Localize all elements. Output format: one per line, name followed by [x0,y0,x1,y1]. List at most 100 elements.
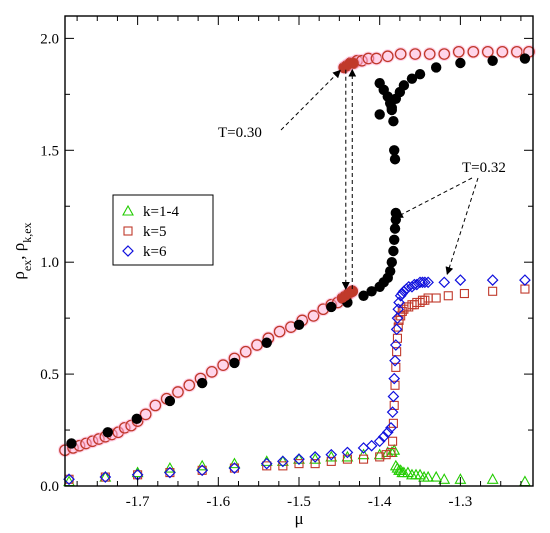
data-point [388,115,399,127]
y-tick-label: 1.0 [40,255,59,271]
data-point [293,319,305,331]
data-point [438,473,451,484]
data-point [390,207,402,219]
data-point [392,347,402,357]
data-point [381,450,391,460]
data-point [381,50,394,63]
data-point [400,283,413,295]
data-point [409,48,422,60]
x-tick-label: -1.6 [206,494,230,510]
data-point [273,325,286,338]
data-point [260,457,273,470]
data-point [375,452,385,462]
series-square [64,284,530,484]
data-point [443,291,453,301]
data-point [391,312,404,324]
data-point [325,448,338,461]
data-point [366,286,377,297]
data-point [394,48,407,60]
data-point [386,406,399,418]
data-point [365,439,378,452]
legend: k=1-4 k=5 k=6 [112,194,214,266]
x-axis: -1.7 -1.6 -1.5 -1.4 -1.3 [76,16,522,510]
data-point [139,408,152,421]
data-point [229,463,239,473]
data-point [228,457,241,469]
data-point [262,461,272,471]
data-point [374,109,385,120]
series-diamond [63,274,531,486]
data-point [406,280,418,293]
data-point [431,293,441,303]
data-point [393,296,405,309]
data-point [387,390,400,403]
data-point [63,473,75,486]
data-point [398,80,410,91]
data-point [341,450,354,462]
data-point [389,145,400,156]
x-tick-label: -1.4 [368,494,392,510]
data-point [386,102,397,113]
data-point [486,473,499,484]
data-point [519,274,531,286]
y-axis: 0.0 0.5 1.0 1.5 2.0 [40,31,533,495]
data-point [342,454,352,464]
data-point [278,461,288,471]
data-point [217,359,230,371]
data-point [276,455,289,466]
data-point [389,154,401,165]
data-point [131,413,143,425]
annotation-arrows [280,68,479,291]
data-point [422,470,435,482]
data-point [390,323,403,336]
legend-label-k14: k=1-4 [143,204,179,220]
data-point [102,427,113,438]
data-point [196,377,208,389]
y-axis-label-sub: ex [20,260,34,271]
data-point [359,454,369,464]
data-point [277,455,289,468]
data-point [149,399,162,412]
data-point [519,53,531,64]
data-point [406,73,418,84]
data-point [206,366,218,378]
legend-label-k5: k=5 [143,224,166,240]
data-point [430,62,442,73]
data-point [423,48,436,60]
legend-markers [122,204,134,257]
highlight-point [348,58,359,68]
data-point [414,276,426,289]
data-point [386,256,397,268]
data-point [294,459,304,469]
y-tick-label: 0.0 [40,479,59,495]
y-tick-label: 0.5 [40,367,59,383]
data-point [239,345,252,358]
arrow-t032-blue [445,177,479,276]
data-point [164,395,176,407]
data-point [228,462,241,474]
data-point [496,45,509,58]
marks [58,44,536,487]
data-point [229,357,240,369]
y-axis-label: ρex, ρk,ex [9,222,34,279]
data-point [486,274,499,286]
y-axis-label-main: ρ [9,271,28,279]
data-point [389,223,401,234]
data-point [391,362,401,372]
legend-label-k6: k=6 [143,244,167,260]
annotation-t032: T=0.32 [462,160,506,176]
data-point [389,339,402,351]
data-point [357,448,370,460]
x-tick-label: -1.3 [449,494,473,510]
data-point [420,295,430,305]
data-point [172,386,184,398]
data-point [419,276,431,289]
data-point [196,459,209,471]
data-point [467,45,480,58]
legend-marker-diamond [122,245,134,257]
data-point [459,288,469,299]
y-tick-label: 2.0 [40,31,59,47]
data-point [99,471,112,483]
y-tick-label: 1.5 [40,143,59,159]
